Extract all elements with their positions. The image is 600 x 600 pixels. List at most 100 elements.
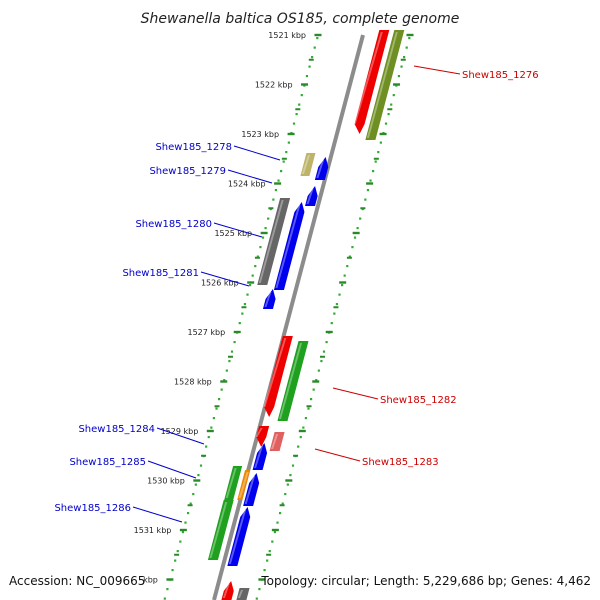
ruler-dot <box>249 284 252 287</box>
ruler-dot <box>212 417 216 420</box>
ruler-dot <box>241 312 244 315</box>
ruler-major-tick <box>220 380 228 383</box>
ruler-dot <box>278 512 282 515</box>
gene-1280-cds-shape <box>305 186 318 206</box>
gene-1286-rrna <box>207 500 234 560</box>
ruler-dot <box>372 170 375 173</box>
gene-features <box>207 30 405 600</box>
gene-1286-rrna-shape <box>207 500 234 560</box>
label-leader-line <box>314 448 361 462</box>
ruler-dot <box>284 493 287 496</box>
gene-bottom-pseudo-shape <box>236 588 250 600</box>
ruler-major-tick <box>366 182 374 185</box>
ruler-dot <box>320 360 323 363</box>
ruler-dot <box>281 502 284 505</box>
ruler-minor-tick <box>279 504 285 507</box>
gene-1284-cds <box>252 443 268 470</box>
ruler-major-tick <box>258 578 266 581</box>
ruler-dot <box>192 493 195 496</box>
ruler-dot <box>251 274 254 277</box>
ruler-major-tick <box>352 231 360 235</box>
ruler-dot <box>277 179 280 182</box>
gene-1285-rrna <box>224 466 243 500</box>
ruler-minor-tick <box>254 256 260 259</box>
ruler-tick-label: 1529 kbp <box>161 427 199 436</box>
gene-label-shew185_1285: Shew185_1285 <box>69 457 146 468</box>
label-leaders <box>132 65 461 523</box>
ruler-dot <box>271 540 274 543</box>
ruler-dot <box>163 597 166 600</box>
ruler-tick-label: kbp <box>143 576 158 585</box>
ruler-dot <box>291 464 295 467</box>
ruler-dot <box>309 398 313 401</box>
ruler-major-tick <box>339 281 347 284</box>
gene-bottom-pseudo <box>236 588 250 600</box>
ruler-dot <box>392 94 395 97</box>
ruler-dot <box>302 426 305 429</box>
ruler-dot <box>264 227 267 230</box>
ruler-major-tick <box>301 83 309 86</box>
ruler-minor-tick <box>387 108 393 111</box>
ruler-dot <box>256 255 259 258</box>
gene-label-shew185_1283: Shew185_1283 <box>362 457 439 468</box>
ruler-minor-tick <box>268 207 274 210</box>
ruler-minor-tick <box>266 553 272 556</box>
ruler-tick-label: 1524 kbp <box>228 180 266 189</box>
ruler-tick-label: 1522 kbp <box>255 81 293 90</box>
ruler-dot <box>274 189 278 192</box>
gene-1278-cds <box>314 157 329 180</box>
gene-1285-rrna-shape <box>224 466 243 500</box>
gene-bottom-cds-shape <box>221 581 234 600</box>
ruler-dot <box>322 350 326 353</box>
gene-1281-cds-shape <box>273 202 305 290</box>
ruler-dot <box>207 436 210 439</box>
gene-label-shew185_1282: Shew185_1282 <box>380 395 457 406</box>
label-leader-line <box>200 271 250 287</box>
ruler-tick-label: 1527 kbp <box>188 328 226 337</box>
ruler-dot <box>312 388 315 391</box>
ruler-minor-tick <box>201 454 207 457</box>
ruler-dot <box>197 474 200 477</box>
ruler-tick-label: 1531 kbp <box>134 526 172 535</box>
ruler-dot <box>266 559 269 562</box>
genome-backbone <box>212 34 365 600</box>
ruler-dot <box>215 407 218 410</box>
gene-label-shew185_1281: Shew185_1281 <box>122 268 199 279</box>
ruler-dot <box>205 445 208 448</box>
gene-1282-cds <box>263 336 293 417</box>
ruler-dot <box>305 75 309 78</box>
ruler-dot <box>223 379 226 382</box>
ruler-dot <box>343 274 346 277</box>
ruler-dot <box>228 360 231 363</box>
ruler-dots <box>163 37 411 600</box>
ruler-dot <box>299 436 302 439</box>
gene-1283-cds <box>255 426 270 447</box>
label-leader-line <box>233 145 281 161</box>
ruler-major-tick <box>233 330 241 334</box>
ruler-dot <box>225 369 228 372</box>
ruler-dot <box>246 293 249 296</box>
ruler-major-tick <box>314 33 322 37</box>
gene-1276-trna-shape <box>365 30 405 140</box>
ruler-dot <box>217 398 221 401</box>
ruler-labels: 1521 kbp 1522 kbp 1523 kbp 1524 kbp 1525 kbp… <box>134 31 306 585</box>
gene-1284-cds-shape <box>252 443 268 470</box>
ruler-dot <box>341 284 344 287</box>
gene-1286-cds <box>227 507 251 566</box>
ruler-dot <box>280 170 283 173</box>
ruler-minor-tick <box>308 58 314 61</box>
ruler-tick-label: 1526 kbp <box>201 279 239 288</box>
gene-1276-trna <box>365 30 405 140</box>
ruler-dot <box>374 160 377 163</box>
ruler-tick-label: 1528 kbp <box>174 378 212 387</box>
ruler-dashes <box>166 33 414 581</box>
ruler-minor-tick <box>400 58 406 61</box>
gene-1285-orange <box>237 470 251 500</box>
gene-label-shew185_1280: Shew185_1280 <box>135 219 212 230</box>
ruler-minor-tick <box>227 355 233 358</box>
ruler-dot <box>186 512 190 515</box>
gene-label-shew185_1278: Shew185_1278 <box>155 142 232 153</box>
ruler-dot <box>181 531 185 534</box>
ruler-dot <box>258 588 261 591</box>
ruler-dot <box>267 217 270 220</box>
